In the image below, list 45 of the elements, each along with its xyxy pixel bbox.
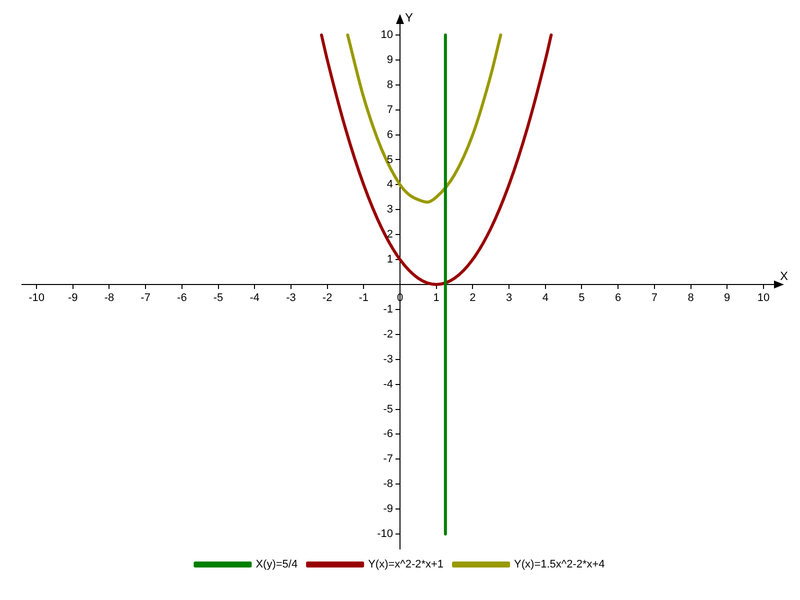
y-tick-label: 10 xyxy=(380,29,393,42)
y-tick-label: 5 xyxy=(386,154,393,166)
y-tick-label: 8 xyxy=(386,78,393,91)
x-tick-label: -10 xyxy=(28,292,44,304)
y-tick-label: 1 xyxy=(386,254,393,266)
y-tick-label: 7 xyxy=(386,104,393,116)
y-tick-label: -6 xyxy=(383,428,393,440)
y-tick-label: 3 xyxy=(386,204,393,216)
x-tick-label: -7 xyxy=(140,292,150,304)
x-axis-title: X xyxy=(780,268,788,283)
x-tick-label: 2 xyxy=(470,292,476,304)
legend-label: Y(x)=1.5x^2-2*x+4 xyxy=(514,558,605,571)
y-tick-label: -10 xyxy=(377,528,393,540)
y-tick-label: -1 xyxy=(383,303,393,316)
x-tick-label: 3 xyxy=(506,292,512,304)
x-tick-label: -6 xyxy=(177,292,187,304)
y-tick-label: -5 xyxy=(383,403,393,416)
x-tick-label: -1 xyxy=(358,292,369,304)
y-tick-label: -3 xyxy=(383,353,393,366)
x-tick-label: 5 xyxy=(578,292,585,304)
y-tick-label: -9 xyxy=(383,503,393,516)
legend-label: Y(x)=x^2-2*x+1 xyxy=(368,558,444,571)
x-tick-label: 6 xyxy=(615,292,622,304)
y-tick-label: 2 xyxy=(386,228,393,241)
x-tick-label: -2 xyxy=(322,292,332,304)
x-tick-label: -4 xyxy=(250,292,260,304)
x-tick-label: 1 xyxy=(433,292,440,304)
x-tick-label: 10 xyxy=(757,292,770,304)
y-tick-label: 6 xyxy=(386,128,393,141)
x-tick-label: -5 xyxy=(213,292,224,304)
x-tick-label: -9 xyxy=(68,292,78,304)
y-tick-label: -7 xyxy=(383,453,393,466)
y-tick-label: -2 xyxy=(383,328,393,340)
x-tick-label: 4 xyxy=(542,292,548,304)
x-tick-label: -3 xyxy=(286,292,296,304)
x-tick-label: -8 xyxy=(104,292,114,304)
y-tick-label: 4 xyxy=(386,178,393,191)
x-tick-label: 9 xyxy=(724,292,730,304)
y-tick-label: -4 xyxy=(383,378,393,390)
y-axis-title: Y xyxy=(405,10,414,24)
y-tick-label: 9 xyxy=(386,54,393,66)
x-tick-label: 7 xyxy=(651,292,658,304)
legend-label: X(y)=5/4 xyxy=(256,558,298,571)
x-tick-label: 8 xyxy=(688,292,694,304)
y-tick-label: -8 xyxy=(383,478,393,490)
